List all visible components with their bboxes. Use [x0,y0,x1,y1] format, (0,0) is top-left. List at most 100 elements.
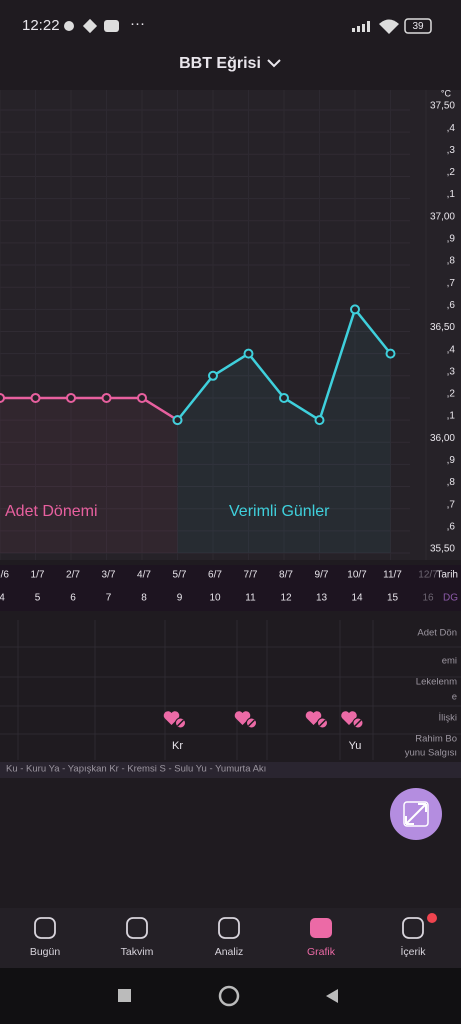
recent-button[interactable] [118,989,131,1002]
expand-icon-frame [403,801,429,827]
y-tick-label: ,4 [447,344,456,355]
protection-slash [318,719,327,727]
nav-label[interactable]: İçerik [400,945,426,958]
day-label: 12 [280,593,292,604]
data-point [172,415,183,426]
wifi-icon [379,19,399,34]
y-tick-label: ,8 [447,256,456,267]
data-point [314,415,325,426]
y-tick-label: 36,50 [430,322,455,333]
data-point [30,392,41,403]
data-point [137,392,147,403]
annotation: Adet Dönemi [5,503,98,520]
day-column-label: DG [443,593,458,604]
notification-dot [427,913,437,923]
date-label: Tarih [436,570,458,581]
header-title[interactable]: BBT Eğrisi [179,55,261,72]
nav-icon[interactable] [126,917,148,939]
date-row-labels: 3/6 4 1/7 5 2/7 6 3/7 7 4/7 8 5/7 9 6/7 10 7/7 11 8/7 12 9… [0,570,458,604]
x-tick-label: 3/6 [0,570,9,581]
nav-label[interactable]: Grafik [307,946,336,958]
nav-label[interactable]: Analiz [215,946,244,958]
x-tick-label: 5/7 [173,570,187,581]
dropdown-arrow[interactable] [267,59,281,68]
series-area [177,309,391,553]
day-label: 11 [245,593,256,604]
x-tick-label: 9/7 [315,570,329,581]
x-tick-label: 4/7 [137,570,151,581]
secretion-legend: Ku - Kuru Ya - Yapışkan Kr - Kremsi S - … [6,764,266,775]
data-point [279,392,289,403]
nav-icon[interactable] [310,918,332,938]
status-icon [104,20,119,32]
back-button[interactable] [326,989,338,1003]
day-label: 7 [106,593,112,604]
y-tick-label: ,2 [447,389,456,400]
x-tick-label: 3/7 [102,570,116,581]
chart-area [0,90,461,560]
x-tick-label: 11/7 [383,570,402,581]
row-label: emi [442,656,457,667]
secretion-label: Kr [172,740,183,752]
status-time: 12:22 [22,17,60,34]
row-label: Lekelenm [416,677,457,688]
row-label: yunu Salgısı [405,748,457,759]
x-tick-label: 8/7 [279,570,293,581]
protection-slash [354,719,362,727]
battery-icon [404,18,432,34]
battery-level: 39 [412,21,424,32]
nav-label[interactable]: Takvim [121,946,154,958]
data-point [66,392,76,403]
status-more: ··· [130,15,145,32]
protection-slash [247,719,256,727]
day-label: 5 [35,593,41,604]
symptom-grid [0,618,461,763]
y-tick-label: ,9 [447,455,456,466]
y-tick-label: ,3 [447,366,456,377]
legend-bar [0,762,461,778]
system-nav [0,968,461,1024]
y-tick-label: ,9 [447,234,456,245]
y-tick-label: ,7 [447,499,456,510]
x-tick-label: 2/7 [66,570,80,581]
y-tick-label: ,3 [447,145,456,156]
x-tick-label: 10/7 [347,570,367,581]
protection-slash [176,719,185,727]
intercourse-heart [163,711,180,725]
intercourse-heart [305,711,322,725]
data-point [385,348,396,359]
intercourse-heart [234,711,251,725]
data-point [208,370,218,381]
y-tick-label: ,8 [447,477,456,488]
data-point [350,304,360,315]
series-area [0,397,178,553]
nav-label[interactable]: Bugün [30,946,61,958]
day-label: 4 [0,593,5,604]
nav-icon[interactable] [34,917,56,939]
nav-icon[interactable] [218,917,240,939]
home-button[interactable] [218,985,240,1007]
y-tick-label: ,6 [447,300,456,311]
y-tick-label: ,1 [447,189,456,200]
x-tick-label: 7/7 [244,570,258,581]
day-label: 15 [387,593,399,604]
y-tick-label: 36,00 [430,433,455,444]
y-tick-label: 37,00 [430,211,455,222]
row-label: Adet Dön [417,628,457,639]
y-tick-label: 35,50 [430,544,455,555]
y-tick-label: 37,50 [430,101,455,112]
nav-icon[interactable] [402,917,424,939]
day-label: 8 [141,593,147,604]
symptom-rows: Adet Dön emi Lekelenm e İlişki Rahim Bo yunu S… [0,620,461,760]
x-tick-label: 12/7 [418,570,438,581]
intercourse-heart [341,711,357,725]
day-label: 10 [209,593,221,604]
status-icon [64,21,74,31]
series-line [0,396,179,422]
day-label: 9 [177,593,183,604]
chart: °C 37,50 ,4 ,3 ,2 ,1 37,00 ,9 ,8 ,7 ,6 36,50 ,4 ,3 ,2,… [0,88,455,560]
data-point [243,348,254,359]
